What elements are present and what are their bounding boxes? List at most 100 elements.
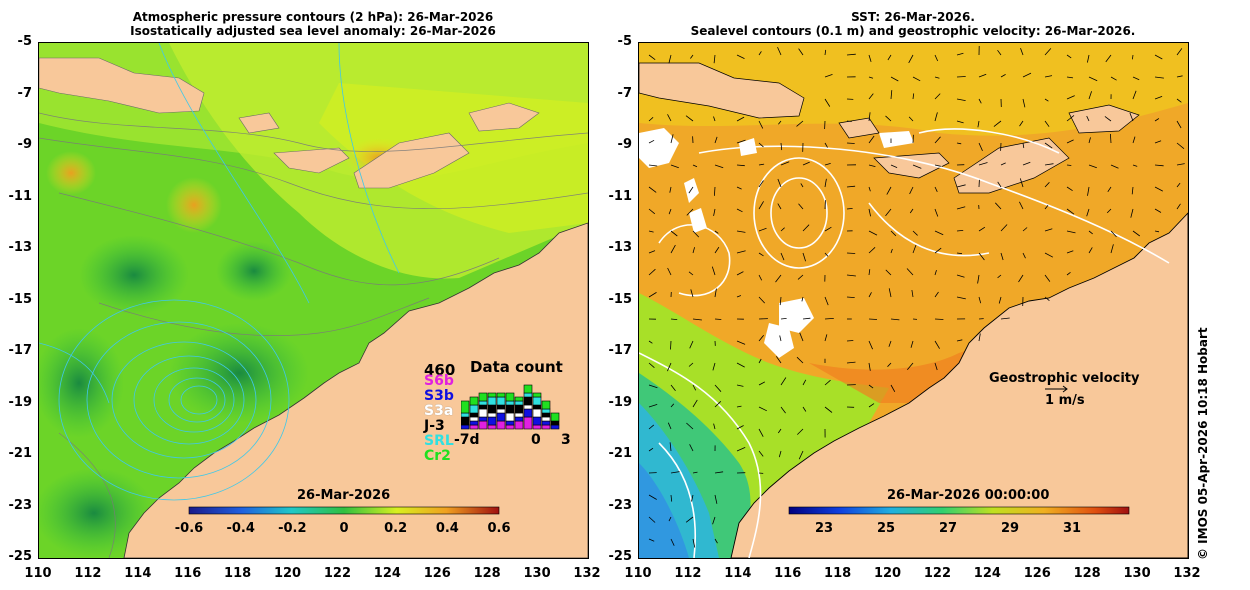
velocity-arrow — [846, 185, 856, 188]
data-count-bar — [478, 408, 488, 418]
data-count-bar — [461, 424, 470, 430]
velocity-arrow — [868, 318, 878, 320]
velocity-arrow — [801, 296, 804, 302]
velocity-arrow — [692, 471, 698, 474]
data-count-bar — [523, 404, 533, 410]
y-tick-label: -19 — [608, 394, 633, 410]
data-count-bar — [532, 396, 542, 406]
velocity-arrow — [690, 289, 694, 298]
velocity-arrow — [648, 230, 654, 233]
velocity-arrow — [669, 186, 672, 193]
velocity-arrow — [648, 362, 655, 369]
colorbar-tick-label: 25 — [876, 521, 896, 536]
velocity-arrow — [824, 49, 827, 56]
velocity-arrow — [1110, 244, 1114, 254]
velocity-arrow — [934, 76, 940, 79]
velocity-arrow — [796, 120, 804, 127]
data-count-bar — [496, 396, 506, 406]
y-tick-label: -5 — [617, 34, 632, 49]
data-count-bar — [469, 420, 479, 426]
velocity-arrow — [758, 252, 764, 257]
data-count-bar — [541, 412, 551, 418]
velocity-arrow — [648, 268, 656, 276]
velocity-arrow — [824, 334, 828, 342]
velocity-arrow — [1130, 208, 1134, 218]
x-tick-label: 112 — [74, 566, 102, 581]
velocity-arrow — [1154, 76, 1164, 79]
satellite-label: Cr2 — [424, 448, 451, 464]
velocity-arrow — [977, 274, 980, 284]
velocity-arrow — [824, 98, 831, 107]
colorbar-tick-label: 29 — [1000, 521, 1020, 536]
velocity-arrow — [1087, 54, 1090, 63]
velocity-arrow — [648, 404, 658, 408]
data-count-bar — [514, 420, 524, 430]
velocity-arrow — [1044, 48, 1052, 56]
velocity-arrow — [1088, 247, 1093, 254]
velocity-arrow — [736, 271, 744, 276]
velocity-arrow — [1022, 72, 1032, 78]
velocity-arrow — [934, 269, 937, 276]
velocity-arrow — [824, 406, 833, 413]
velocity-arrow — [934, 93, 941, 100]
velocity-arrow — [1000, 224, 1008, 232]
velocity-arrow — [956, 120, 964, 124]
velocity-arrow — [688, 271, 694, 276]
colorbar-tick-label: -0.4 — [226, 521, 255, 536]
data-count-bar — [514, 404, 524, 414]
australia-land-sst — [730, 212, 1188, 558]
velocity-arrow — [824, 200, 826, 210]
velocity-arrow — [667, 362, 672, 372]
data-count-bar — [505, 392, 515, 402]
velocity-arrow — [890, 90, 893, 100]
velocity-arrow — [908, 116, 914, 122]
velocity-arrow — [758, 406, 767, 412]
velocity-arrow — [714, 318, 722, 320]
velocity-arrow — [1132, 230, 1141, 237]
velocity-arrow — [997, 49, 1002, 56]
velocity-arrows — [648, 45, 1185, 548]
data-count-bar — [541, 408, 551, 414]
velocity-arrow — [956, 142, 962, 145]
y-tick-label: -19 — [8, 394, 33, 410]
velocity-arrow — [777, 203, 782, 210]
velocity-arrow — [778, 450, 782, 458]
data-count-bar — [487, 392, 497, 398]
velocity-arrow — [1044, 142, 1053, 149]
velocity-arrow — [934, 186, 938, 192]
data-count-bar — [478, 416, 488, 422]
velocity-arrow — [758, 381, 765, 386]
colorbar-tick-label: 23 — [814, 521, 834, 536]
y-tick-label: -21 — [8, 446, 33, 461]
data-count-bar — [514, 396, 524, 402]
velocity-arrow — [868, 403, 875, 408]
velocity-arrow — [910, 340, 914, 348]
velocity-arrow — [1000, 162, 1006, 166]
velocity-arrow — [934, 247, 942, 254]
sla-colorbar — [188, 506, 500, 515]
x-tick-label: 132 — [1173, 566, 1201, 581]
velocity-arrow — [997, 181, 1002, 188]
sla-map[interactable]: 460 Data count S6b S3b S3a J-3 SRL Cr2 -7d 0 … — [38, 42, 589, 559]
velocity-arrow — [780, 227, 785, 232]
velocity-arrow — [1176, 182, 1181, 188]
velocity-arrow — [888, 340, 892, 347]
satellite-label: S3a — [424, 403, 454, 419]
velocity-arrow — [846, 208, 853, 210]
velocity-arrow — [779, 296, 782, 306]
velocity-arrow — [736, 208, 743, 213]
y-tick-label: -9 — [17, 137, 32, 152]
velocity-arrow — [846, 120, 852, 122]
velocity-arrow — [736, 295, 742, 298]
satellite-label: SRL — [424, 433, 454, 449]
colorbar-tick-label: -0.2 — [278, 521, 307, 536]
velocity-arrow — [667, 114, 672, 122]
sst-map[interactable]: Geostrophic velocity 1 m/s 26-Mar-2026 0… — [638, 42, 1189, 559]
velocity-arrow — [868, 362, 871, 371]
velocity-arrow — [797, 274, 804, 280]
velocity-arrow — [736, 250, 746, 254]
data-count-title: Data count — [470, 358, 563, 376]
velocity-arrow — [978, 252, 985, 261]
velocity-arrow — [1044, 120, 1050, 127]
velocity-arrow — [846, 252, 856, 254]
